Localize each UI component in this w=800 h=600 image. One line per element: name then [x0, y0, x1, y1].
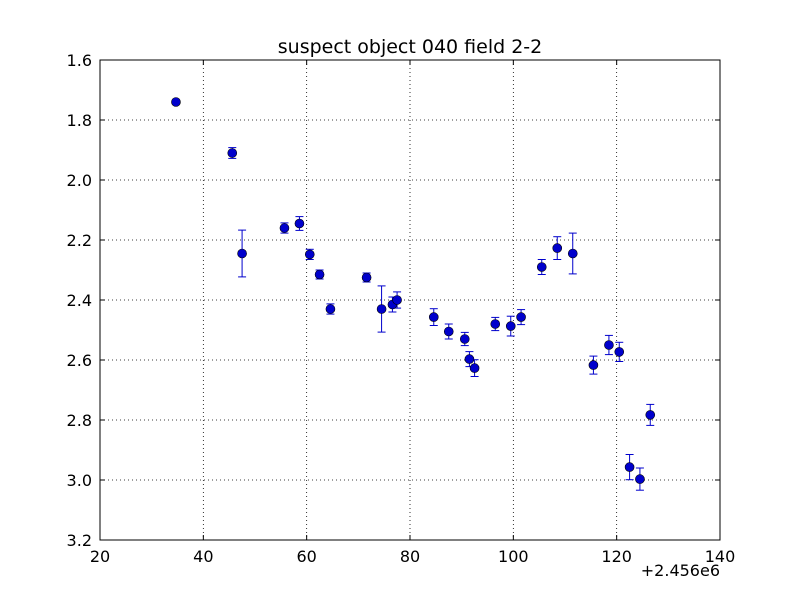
x-tick-label: 80: [400, 547, 420, 566]
grid: [100, 60, 720, 540]
y-tick-label: 2.4: [67, 291, 92, 310]
chart-title: suspect object 040 field 2-2: [278, 36, 543, 58]
data-point: [443, 326, 454, 337]
x-offset-label: +2.456e6: [641, 561, 720, 580]
data-point: [490, 319, 501, 329]
data-point: [464, 354, 475, 364]
data-point: [624, 462, 635, 472]
data-point: [428, 312, 439, 322]
data-point: [536, 262, 547, 272]
data-point: [635, 474, 645, 484]
data-point: [279, 223, 290, 233]
y-tick-label: 2.6: [67, 351, 92, 370]
data-point: [552, 243, 563, 253]
data-point: [361, 272, 372, 283]
y-tick-label: 1.8: [67, 111, 92, 130]
data-point: [171, 97, 181, 107]
x-tick-label: 20: [90, 547, 110, 566]
data-point: [645, 410, 656, 420]
x-tick-label: 40: [193, 547, 213, 566]
data-point: [604, 340, 614, 350]
data-point: [469, 363, 480, 373]
data-points: [171, 97, 656, 484]
data-point: [588, 360, 599, 370]
y-tick-label: 3.0: [67, 471, 92, 490]
y-tick-label: 1.6: [67, 51, 92, 70]
data-point: [227, 148, 238, 158]
data-point: [294, 218, 305, 229]
data-point: [614, 347, 625, 357]
data-point: [516, 312, 526, 322]
data-point: [304, 249, 315, 260]
y-tick-label: 2.0: [67, 171, 92, 190]
data-point: [376, 304, 387, 314]
y-tick-label: 3.2: [67, 531, 92, 550]
axis-ticks: 20 40 60 80 100 120 140 1.6 1.8 2.0 2.2 2.4 2.6 2.8 3.…: [67, 51, 736, 566]
error-bars: [228, 147, 655, 491]
data-point: [237, 248, 247, 259]
x-tick-label: 140: [705, 547, 736, 566]
y-tick-label: 2.8: [67, 411, 92, 430]
data-point: [392, 295, 402, 305]
x-tick-label: 120: [601, 547, 632, 566]
data-point: [505, 321, 516, 331]
x-tick-label: 100: [498, 547, 529, 566]
data-point: [567, 248, 578, 259]
x-tick-label: 60: [296, 547, 316, 566]
y-tick-label: 2.2: [67, 231, 92, 250]
data-point: [325, 304, 336, 314]
data-point: [314, 269, 325, 280]
data-point: [459, 334, 470, 344]
